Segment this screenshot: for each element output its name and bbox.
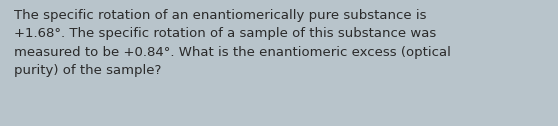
Text: The specific rotation of an enantiomerically pure substance is
+1.68°. The speci: The specific rotation of an enantiomeric… [14, 9, 451, 77]
